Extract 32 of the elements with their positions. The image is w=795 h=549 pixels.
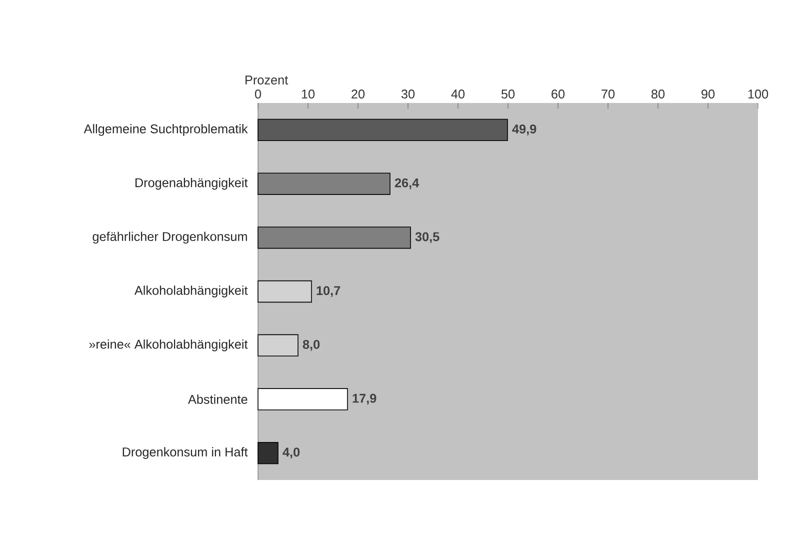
bar <box>258 226 411 249</box>
bar <box>258 388 348 410</box>
x-tick-label: 40 <box>451 90 465 99</box>
x-tick-label: 50 <box>501 90 515 99</box>
bar <box>258 172 390 195</box>
y-tick-label: Allgemeine Suchtproblematik <box>84 124 248 136</box>
y-tick-label: »reine« Alkoholabhängigkeit <box>89 339 248 352</box>
x-tick-label: 60 <box>552 90 565 99</box>
data-label: 30,5 <box>415 232 440 244</box>
data-label: 49,9 <box>512 124 536 136</box>
y-tick-label: Alkoholabhängigkeit <box>134 286 248 298</box>
data-label: 17,9 <box>352 394 376 405</box>
x-tick-label: 100 <box>748 90 768 99</box>
bar <box>258 442 278 464</box>
data-label: 26,4 <box>394 178 420 190</box>
data-label: 4,0 <box>282 448 300 458</box>
bar <box>258 280 312 303</box>
x-tick-label: 80 <box>652 90 665 99</box>
data-label: 10,7 <box>316 286 340 297</box>
x-tick-label: 20 <box>352 90 365 99</box>
bar <box>258 334 298 356</box>
y-tick-label: gefährlicher Drogenkonsum <box>92 232 247 244</box>
x-tick-label: 70 <box>602 90 615 99</box>
y-tick-label: Abstinente <box>188 394 248 404</box>
x-tick-label: 30 <box>401 90 415 99</box>
x-tick-label: 10 <box>302 90 315 99</box>
data-label: 8,0 <box>302 340 320 351</box>
x-tick-label: 90 <box>702 90 715 99</box>
x-tick-label: 0 <box>254 90 262 99</box>
y-tick-label: Drogenabhängigkeit <box>135 178 248 190</box>
x-axis-title: Prozent <box>246 76 288 85</box>
y-tick-label: Drogenkonsum in Haft <box>122 447 248 459</box>
